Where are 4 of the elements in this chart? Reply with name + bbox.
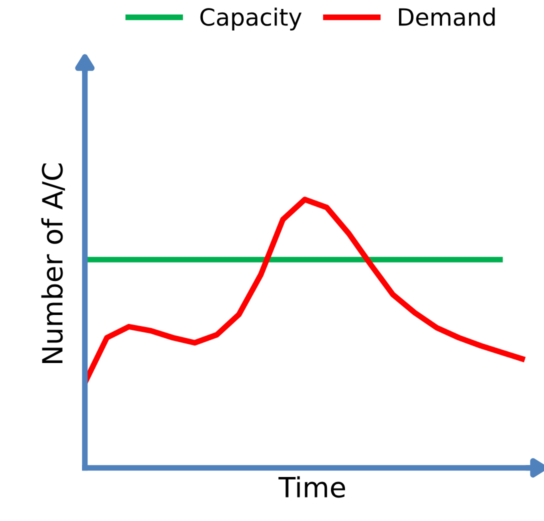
y-axis-title: Number of A/C xyxy=(41,164,65,364)
legend-label: Demand xyxy=(399,8,495,26)
x-axis-title: Time xyxy=(278,476,346,498)
legend-label: Capacity xyxy=(200,8,302,31)
